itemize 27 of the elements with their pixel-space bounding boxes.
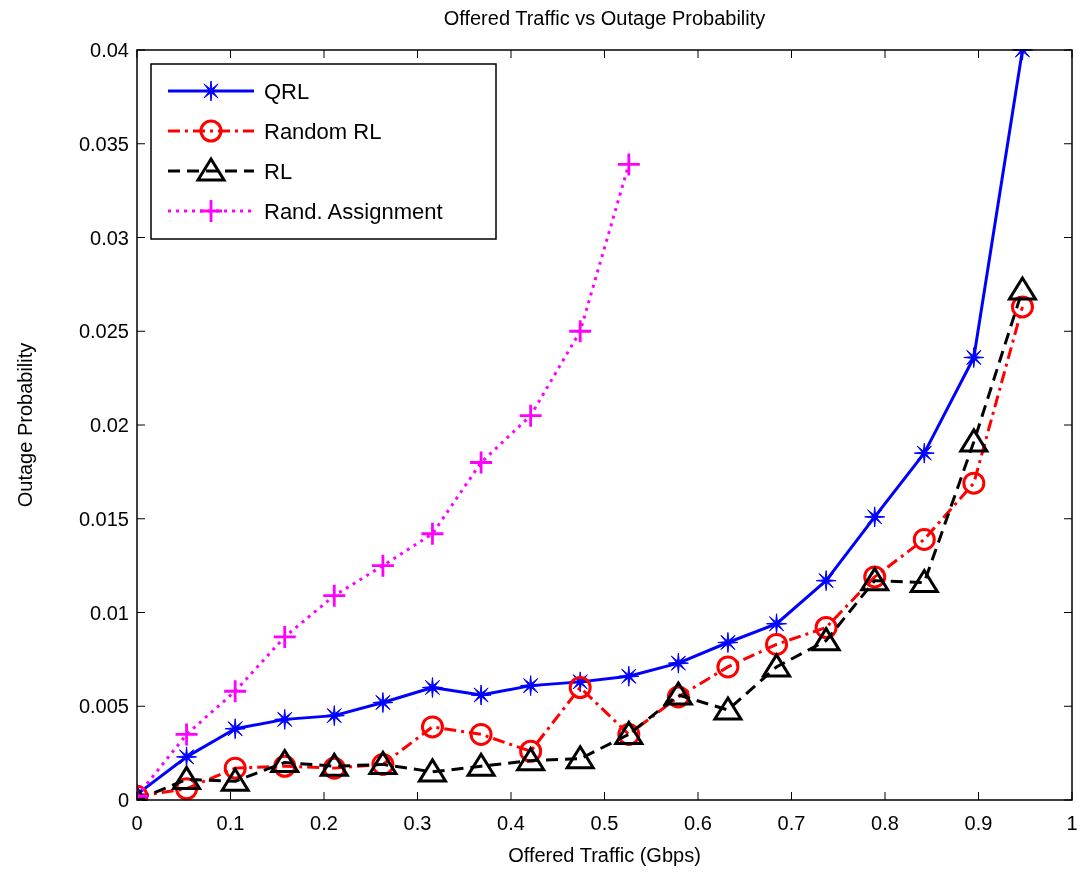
x-tick-label: 0 xyxy=(131,812,143,834)
y-axis-title: Outage Probability xyxy=(14,342,36,508)
y-tick-label: 0.035 xyxy=(78,132,129,155)
x-tick-label: 1 xyxy=(1066,812,1078,834)
x-tick-label: 0.3 xyxy=(403,812,432,834)
x-tick-label: 0.9 xyxy=(964,812,993,834)
y-tick-label: 0.02 xyxy=(90,414,129,436)
x-tick-label: 0.5 xyxy=(590,812,619,834)
x-tick-label: 0.8 xyxy=(871,812,899,834)
x-tick-label: 0.4 xyxy=(497,812,525,834)
legend-label: RL xyxy=(264,159,293,184)
x-tick-label: 0.7 xyxy=(777,812,806,834)
x-tick-label: 0.6 xyxy=(684,812,712,834)
x-tick-label: 0.1 xyxy=(216,812,245,834)
y-tick-label: 0.005 xyxy=(78,695,129,718)
legend-label: Rand. Assignment xyxy=(264,199,443,224)
y-tick-label: 0.025 xyxy=(78,320,129,343)
y-tick-label: 0.04 xyxy=(90,39,129,61)
y-tick-label: 0 xyxy=(117,789,129,811)
chart-title: Offered Traffic vs Outage Probability xyxy=(443,7,766,29)
y-tick-label: 0.03 xyxy=(90,226,129,249)
y-tick-label: 0.01 xyxy=(90,601,129,624)
y-tick-label: 0.015 xyxy=(78,507,129,530)
legend-label: Random RL xyxy=(264,119,382,144)
x-axis-title: Offered Traffic (Gbps) xyxy=(508,844,701,866)
x-tick-label: 0.2 xyxy=(310,812,338,834)
legend-label: QRL xyxy=(264,79,310,104)
